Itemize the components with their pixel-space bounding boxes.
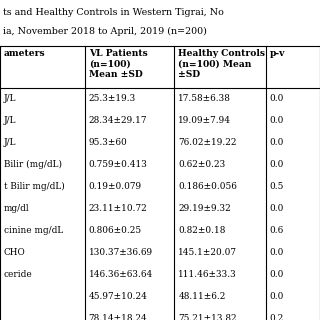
Text: Healthy Controls
(n=100) Mean
±SD: Healthy Controls (n=100) Mean ±SD: [178, 49, 265, 79]
Text: 75.21±13.82: 75.21±13.82: [178, 314, 237, 320]
Text: 0.0: 0.0: [269, 160, 284, 169]
Text: 28.34±29.17: 28.34±29.17: [89, 116, 147, 125]
Text: J/L: J/L: [4, 94, 16, 103]
Text: 0.0: 0.0: [269, 248, 284, 257]
Text: 130.37±36.69: 130.37±36.69: [89, 248, 153, 257]
Text: 0.5: 0.5: [269, 182, 284, 191]
Text: 0.2: 0.2: [269, 314, 284, 320]
Text: J/L: J/L: [4, 116, 16, 125]
Text: 111.46±33.3: 111.46±33.3: [178, 270, 237, 279]
Text: 78.14±18.24: 78.14±18.24: [89, 314, 148, 320]
Text: 0.0: 0.0: [269, 116, 284, 125]
Text: 0.806±0.25: 0.806±0.25: [89, 226, 142, 235]
Text: 25.3±19.3: 25.3±19.3: [89, 94, 136, 103]
Text: 95.3±60: 95.3±60: [89, 138, 127, 147]
Text: ceride: ceride: [4, 270, 33, 279]
Text: 0.6: 0.6: [269, 226, 284, 235]
Text: ameters: ameters: [4, 49, 45, 58]
Text: 0.186±0.056: 0.186±0.056: [178, 182, 237, 191]
Text: 0.82±0.18: 0.82±0.18: [178, 226, 226, 235]
Text: 0.0: 0.0: [269, 292, 284, 301]
Text: 17.58±6.38: 17.58±6.38: [178, 94, 231, 103]
Text: cinine mg/dL: cinine mg/dL: [4, 226, 63, 235]
Text: 29.19±9.32: 29.19±9.32: [178, 204, 231, 213]
Text: VL Patients
(n=100)
Mean ±SD: VL Patients (n=100) Mean ±SD: [89, 49, 148, 79]
Text: ia, November 2018 to April, 2019 (n=200): ia, November 2018 to April, 2019 (n=200): [3, 27, 207, 36]
Text: 146.36±63.64: 146.36±63.64: [89, 270, 153, 279]
Text: 19.09±7.94: 19.09±7.94: [178, 116, 231, 125]
Text: 0.0: 0.0: [269, 138, 284, 147]
Text: 0.19±0.079: 0.19±0.079: [89, 182, 142, 191]
Text: p-v: p-v: [269, 49, 285, 58]
Text: 0.0: 0.0: [269, 270, 284, 279]
Text: t Bilir mg/dL): t Bilir mg/dL): [4, 182, 65, 191]
Text: 145.1±20.07: 145.1±20.07: [178, 248, 237, 257]
Text: ts and Healthy Controls in Western Tigrai, No: ts and Healthy Controls in Western Tigra…: [3, 8, 224, 17]
Text: 48.11±6.2: 48.11±6.2: [178, 292, 226, 301]
Text: 0.0: 0.0: [269, 204, 284, 213]
Text: 0.759±0.413: 0.759±0.413: [89, 160, 148, 169]
Text: 23.11±10.72: 23.11±10.72: [89, 204, 148, 213]
Text: 0.0: 0.0: [269, 94, 284, 103]
Text: 76.02±19.22: 76.02±19.22: [178, 138, 237, 147]
Text: mg/dl: mg/dl: [4, 204, 29, 213]
Text: J/L: J/L: [4, 138, 16, 147]
Text: CHO: CHO: [4, 248, 26, 257]
Text: Bilir (mg/dL): Bilir (mg/dL): [4, 160, 62, 169]
Text: 45.97±10.24: 45.97±10.24: [89, 292, 148, 301]
Text: 0.62±0.23: 0.62±0.23: [178, 160, 226, 169]
